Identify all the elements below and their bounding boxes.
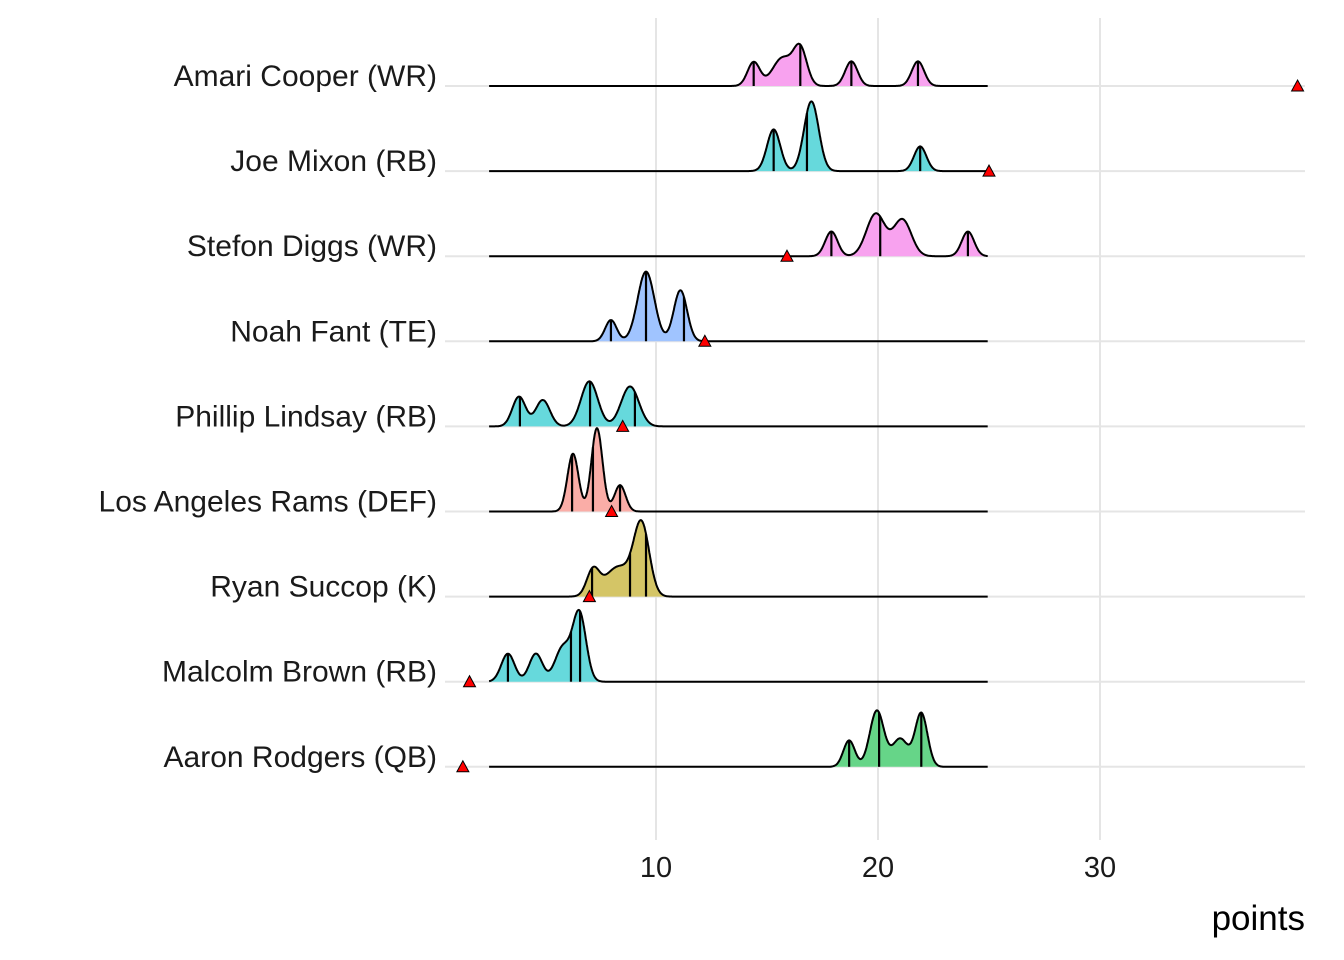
density-line [489, 426, 988, 513]
density-line [489, 42, 988, 87]
ridge-los-angeles-rams-def- [489, 426, 988, 517]
x-tick-label: 20 [862, 852, 894, 884]
density-line [489, 709, 988, 768]
density-line [489, 212, 988, 258]
y-label: Los Angeles Rams (DEF) [99, 486, 437, 519]
density-area [489, 271, 988, 342]
y-label: Ryan Succop (K) [210, 571, 437, 604]
actual-points-marker [1290, 78, 1305, 92]
actual-points-marker [615, 419, 630, 432]
y-label: Joe Mixon (RB) [230, 145, 437, 178]
ridge-amari-cooper-wr- [489, 42, 1305, 92]
y-label: Aaron Rodgers (QB) [164, 741, 437, 774]
ridge-malcolm-brown-rb- [462, 608, 988, 688]
actual-points-marker [462, 674, 477, 688]
density-area [489, 381, 988, 427]
x-tick-label: 10 [640, 852, 672, 884]
density-area [489, 520, 988, 597]
ridge-phillip-lindsay-rb- [489, 380, 988, 432]
y-label: Malcolm Brown (RB) [162, 656, 437, 689]
actual-points-marker [456, 759, 470, 773]
density-area [489, 213, 988, 257]
actual-points-marker [697, 334, 712, 347]
ridge-joe-mixon-rb- [489, 100, 996, 177]
density-area [489, 43, 988, 86]
y-label: Noah Fant (TE) [230, 315, 437, 348]
density-line [489, 380, 988, 428]
ridge-noah-fant-te- [489, 270, 988, 347]
ridge-ryan-succop-k- [489, 519, 988, 603]
density-line [489, 270, 988, 343]
density-area [489, 609, 988, 682]
ridges [456, 42, 1305, 773]
actual-points-marker [982, 164, 996, 177]
actual-points-marker [780, 249, 794, 262]
y-axis-labels: Amari Cooper (WR) Joe Mixon (RB) Stefon Di… [99, 60, 437, 774]
density-line [488, 608, 988, 683]
ridge-aaron-rodgers-qb- [456, 709, 988, 773]
ridge-stefon-diggs-wr- [489, 212, 988, 262]
density-line [489, 519, 988, 598]
x-axis-ticks: 10 20 30 [640, 852, 1116, 884]
y-label: Amari Cooper (WR) [174, 60, 437, 93]
y-label: Phillip Lindsay (RB) [175, 400, 437, 433]
y-label: Stefon Diggs (WR) [187, 230, 437, 263]
actual-points-marker [604, 504, 619, 517]
x-tick-label: 30 [1084, 852, 1116, 884]
x-axis-title: points [1212, 899, 1305, 938]
actual-points-marker [582, 589, 597, 603]
density-line [489, 100, 988, 173]
